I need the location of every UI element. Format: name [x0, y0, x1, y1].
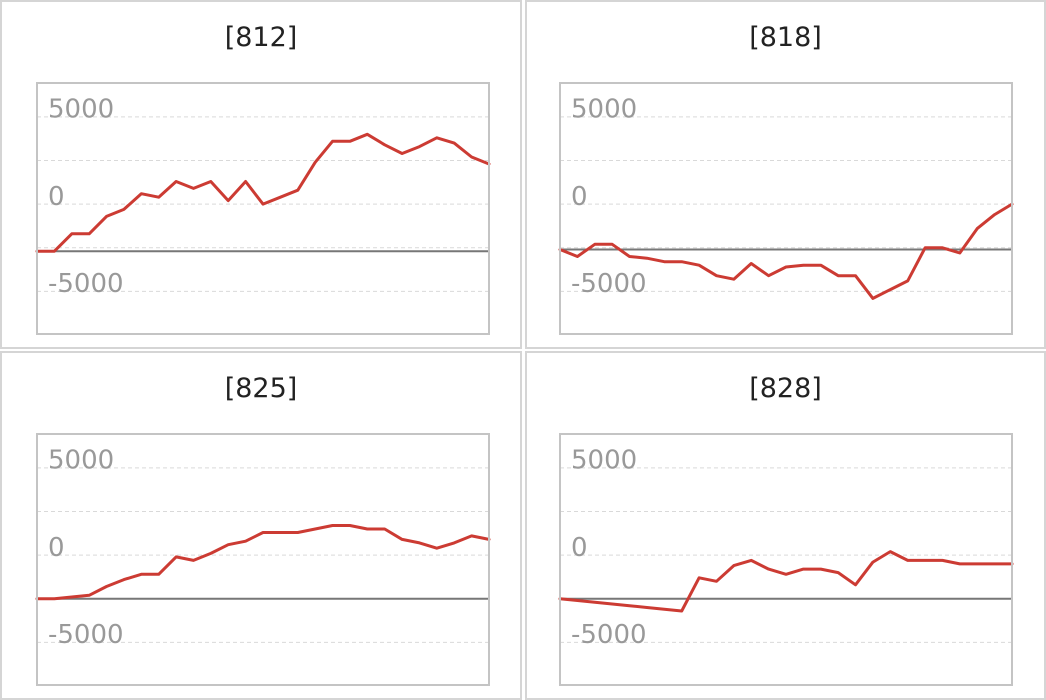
line-chart: 5000 0 -5000 — [35, 433, 491, 686]
plot-border — [36, 433, 490, 686]
chart-title: [828] — [749, 373, 822, 404]
plot-border — [36, 82, 490, 335]
chart-title: [818] — [749, 22, 822, 53]
plot-border — [559, 433, 1013, 686]
series-line — [558, 202, 1014, 300]
series-line — [558, 550, 1014, 613]
chart-panel-825: [825] 5000 0 -5000 — [0, 351, 522, 700]
y-tick-label: 5000 — [571, 446, 637, 476]
chart-title: [825] — [224, 373, 298, 404]
chart-panel-812: [812] 5000 0 -5000 — [0, 0, 522, 349]
y-tick-label: 5000 — [571, 95, 637, 125]
y-tick-label: -5000 — [571, 269, 647, 299]
y-tick-label: 0 — [571, 533, 588, 563]
y-tick-label: 5000 — [48, 446, 114, 476]
series-line — [35, 524, 491, 601]
y-tick-label: 5000 — [48, 95, 114, 125]
y-tick-label: 0 — [571, 182, 588, 212]
line-chart: 5000 0 -5000 — [35, 82, 491, 335]
plot-border — [559, 82, 1013, 335]
chart-panel-828: [828] 5000 0 -5000 — [525, 351, 1046, 700]
y-tick-label: -5000 — [48, 269, 124, 299]
y-tick-label: -5000 — [48, 620, 124, 650]
line-chart: 5000 0 -5000 — [558, 82, 1014, 335]
series-line — [35, 132, 491, 253]
line-chart: 5000 0 -5000 — [558, 433, 1014, 686]
chart-panel-818: [818] 5000 0 -5000 — [525, 0, 1046, 349]
chart-title: [812] — [224, 22, 298, 53]
y-tick-label: 0 — [48, 182, 65, 212]
y-tick-label: -5000 — [571, 620, 647, 650]
y-tick-label: 0 — [48, 533, 65, 563]
